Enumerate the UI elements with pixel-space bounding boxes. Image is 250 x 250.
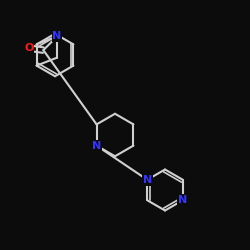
Text: N: N [178,195,188,205]
Text: N: N [92,140,101,150]
Text: N: N [52,31,62,41]
Text: O: O [24,43,34,53]
Text: N: N [142,175,152,185]
